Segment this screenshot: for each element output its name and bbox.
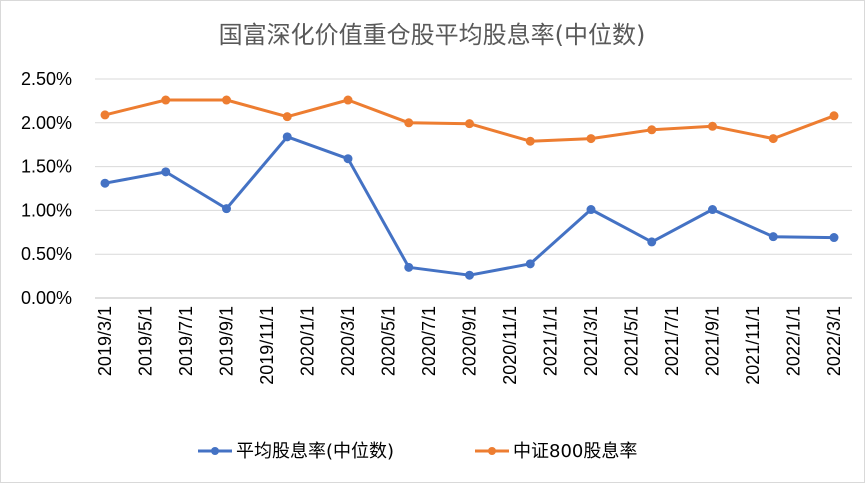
data-point	[708, 121, 717, 131]
x-tick-label: 2021/5/1	[622, 306, 642, 376]
data-point	[708, 205, 717, 215]
data-point	[404, 262, 414, 272]
x-tick-label: 2021/1/1	[541, 306, 561, 376]
x-tick-label: 2019/3/1	[95, 306, 115, 376]
x-tick-label: 2019/5/1	[136, 306, 156, 376]
series-2	[100, 95, 839, 146]
x-tick-label: 2020/1/1	[298, 306, 318, 376]
data-point	[404, 118, 414, 128]
data-point	[525, 136, 535, 146]
legend-label: 中证800股息率	[513, 441, 637, 462]
y-tick-label: 0.00%	[21, 288, 72, 308]
x-tick-label: 2019/11/1	[257, 306, 277, 385]
data-point	[768, 232, 778, 242]
x-tick-label: 2020/5/1	[379, 306, 399, 376]
x-tick-label: 2022/3/1	[824, 306, 844, 376]
data-point	[465, 119, 474, 129]
chart-title: 国富深化价值重仓股平均股息率(中位数)	[219, 21, 646, 49]
data-point	[343, 154, 353, 164]
y-tick-label: 0.50%	[21, 244, 72, 264]
data-point	[222, 95, 231, 105]
data-point	[647, 237, 657, 247]
data-point	[586, 205, 596, 215]
x-axis-ticks: 2019/3/1 2019/5/1 2019/7/1 2019/9/1 2019/11/…	[95, 306, 844, 385]
series-1	[100, 132, 839, 280]
data-point	[829, 233, 839, 243]
legend: 平均股息率(中位数) 中证800股息率	[198, 441, 637, 462]
x-tick-label: 2021/11/1	[743, 306, 763, 385]
data-point	[282, 112, 292, 122]
x-tick-label: 2019/7/1	[176, 306, 196, 376]
legend-label: 平均股息率(中位数)	[236, 441, 394, 462]
x-tick-label: 2021/9/1	[703, 306, 723, 376]
x-tick-label: 2020/9/1	[460, 306, 480, 376]
y-axis-ticks: 0.00% 0.50% 1.00% 1.50% 2.00% 2.50%	[21, 69, 72, 308]
y-tick-label: 1.50%	[21, 157, 72, 177]
series-lines	[100, 95, 839, 280]
legend-marker	[211, 447, 219, 455]
data-point	[525, 259, 535, 269]
data-point	[343, 95, 353, 105]
x-tick-label: 2021/3/1	[581, 306, 601, 376]
x-tick-label: 2020/7/1	[419, 306, 439, 376]
x-tick-label: 2020/3/1	[338, 306, 358, 376]
data-point	[161, 95, 171, 105]
x-tick-label: 2019/9/1	[217, 306, 237, 376]
y-tick-label: 2.00%	[21, 113, 72, 133]
x-tick-label: 2021/7/1	[662, 306, 682, 376]
data-point	[100, 110, 110, 120]
x-tick-label: 2020/11/1	[500, 306, 520, 385]
data-point	[829, 111, 839, 121]
data-point	[282, 132, 292, 142]
data-point	[222, 204, 231, 214]
x-tick-label: 2022/1/1	[784, 306, 804, 376]
data-point	[465, 270, 474, 280]
y-tick-label: 2.50%	[21, 69, 72, 89]
data-point	[161, 167, 171, 177]
data-point	[586, 134, 596, 144]
legend-marker	[488, 447, 496, 455]
gridlines	[95, 78, 852, 299]
data-point	[100, 178, 110, 188]
data-point	[768, 134, 778, 144]
data-point	[647, 125, 657, 135]
y-tick-label: 1.00%	[21, 200, 72, 220]
